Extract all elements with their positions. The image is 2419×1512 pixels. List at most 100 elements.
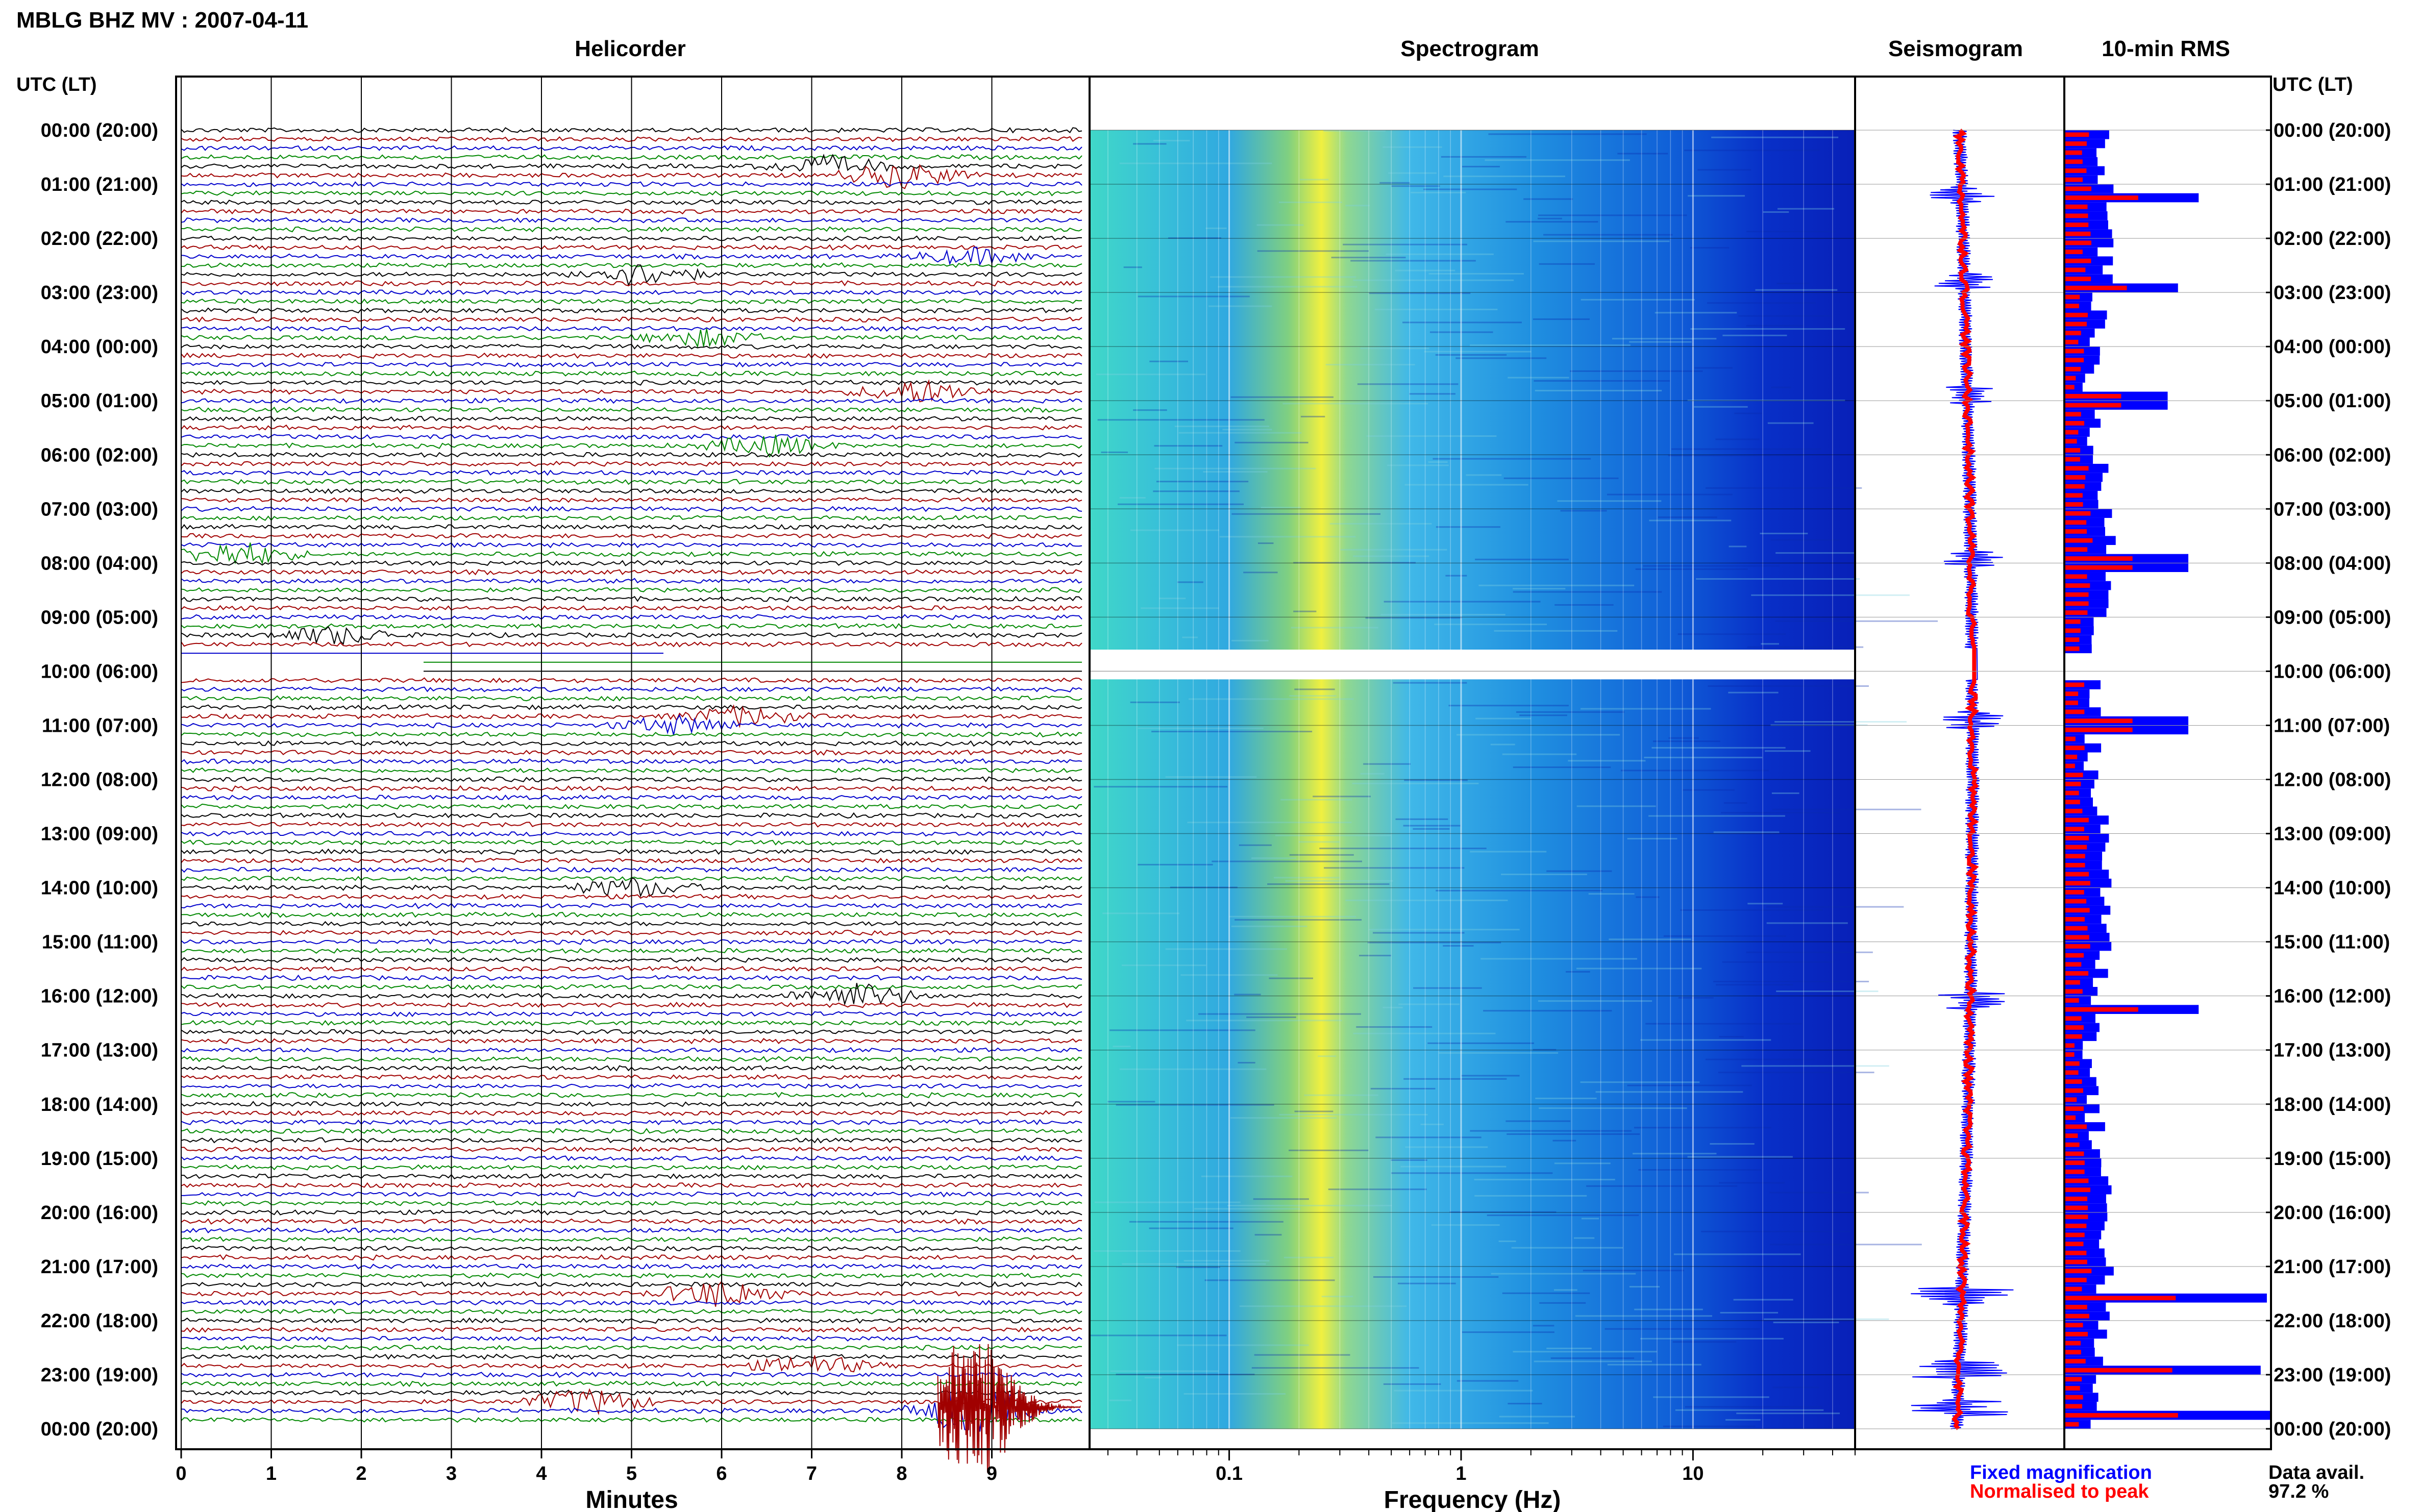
time-label-right: 23:00 (19:00): [2274, 1365, 2391, 1386]
rms-bar-normalised: [2064, 1034, 2082, 1039]
rms-bar-normalised: [2064, 1304, 2087, 1309]
right-time-heading: UTC (LT): [2273, 74, 2353, 95]
spectrogram-texture: [1655, 312, 1737, 314]
spectrogram-texture: [1627, 1084, 1752, 1086]
spectrogram-texture: [1505, 1120, 1571, 1122]
rms-bar-normalised: [2064, 1097, 2077, 1102]
rms-bar-normalised: [2064, 385, 2075, 390]
rms-bar-normalised: [2064, 1169, 2085, 1174]
spectrogram-texture: [1443, 945, 1474, 947]
spectrogram-texture: [1363, 763, 1411, 765]
rms-bar-normalised: [2064, 1413, 2178, 1418]
spectrogram-texture: [1470, 1130, 1632, 1132]
spectrogram-texture: [1570, 370, 1703, 372]
spectrogram-texture: [1539, 1107, 1687, 1109]
spectrogram-texture: [1747, 903, 1783, 905]
spectrogram-texture: [1566, 971, 1590, 973]
rms-bar-normalised: [2064, 926, 2088, 931]
spectrogram-texture: [1708, 685, 1869, 687]
spectrogram-texture: [1353, 555, 1429, 557]
spectrogram-texture: [1554, 604, 1614, 606]
spectrogram-texture: [1455, 357, 1547, 359]
rms-bar-normalised: [2064, 1142, 2080, 1147]
spectrogram-texture: [1723, 802, 1747, 804]
spectrogram-texture: [1328, 1188, 1427, 1191]
spectrogram-texture: [1701, 1230, 1850, 1232]
spectrogram-texture: [1154, 467, 1316, 469]
spectrogram-texture: [1119, 162, 1272, 164]
spectrogram-texture: [1663, 935, 1786, 937]
time-label-left: 16:00 (12:00): [41, 986, 158, 1007]
spectrogram-texture: [1741, 1065, 1889, 1067]
spectrogram-texture: [1159, 598, 1186, 600]
spectrogram-texture: [1370, 1087, 1436, 1089]
helicorder-x-tick-label: 8: [896, 1463, 907, 1484]
spectrogram-texture: [1156, 481, 1249, 483]
spectrogram-texture: [1550, 1357, 1635, 1359]
time-label-left: 08:00 (04:00): [41, 553, 158, 574]
spectrogram-texture: [1746, 231, 1836, 233]
spectrogram-texture: [1239, 844, 1272, 846]
spectrogram-texture: [1533, 1049, 1557, 1051]
spectrogram-texture: [1257, 542, 1274, 544]
spectrogram-texture: [1511, 1247, 1623, 1249]
rms-bar-normalised: [2064, 277, 2091, 282]
rms-bar-normalised: [2064, 168, 2087, 173]
rms-bar-normalised: [2064, 1286, 2082, 1292]
spectrogram-texture: [1494, 630, 1618, 632]
spectrogram-texture: [1198, 1013, 1361, 1015]
spectrogram-texture: [1583, 1270, 1685, 1272]
spectrogram-texture: [1475, 717, 1532, 720]
spectrogram-texture: [1194, 1208, 1301, 1210]
legend-normalised-to-peak: Normalised to peak: [1970, 1481, 2149, 1502]
spectrogram-texture: [1734, 412, 1762, 414]
spectrogram-texture: [1107, 1101, 1155, 1103]
spectrogram-texture: [1546, 1347, 1592, 1349]
spectrogram-texture: [1539, 1302, 1586, 1304]
spectrogram-texture: [1383, 1383, 1441, 1385]
spectrogram-texture: [1251, 1367, 1419, 1369]
spectrogram-texture: [1428, 272, 1524, 275]
spectrogram-texture: [1122, 1263, 1266, 1265]
rms-bar-normalised: [2064, 953, 2084, 958]
spectrogram-texture: [1212, 860, 1362, 862]
rms-bar-normalised: [2064, 222, 2089, 227]
left-time-heading: UTC (LT): [16, 74, 97, 95]
data-availability-label: Data avail.: [2268, 1462, 2364, 1483]
spectrogram-texture: [1278, 201, 1342, 203]
spectrogram-texture: [1690, 247, 1730, 249]
spectrogram-texture: [1721, 812, 1841, 814]
rms-bar-normalised: [2064, 321, 2087, 327]
rms-bar-normalised: [2064, 1341, 2081, 1346]
rms-bar-normalised: [2064, 1214, 2088, 1220]
spectrogram-texture: [1668, 737, 1699, 739]
spectrogram-texture: [1261, 507, 1301, 509]
spectrogram-texture: [1183, 1260, 1270, 1262]
rms-bar-normalised: [2064, 195, 2138, 200]
spectrogram-texture: [1395, 818, 1448, 820]
spectrogram-texture: [1711, 136, 1839, 138]
spectrogram-gap: [1090, 650, 1855, 680]
time-axis-labels: 00:00 (20:00) 00:00 (20:00) 01:00 (21:00) 0…: [41, 120, 2391, 1440]
time-label-right: 21:00 (17:00): [2274, 1256, 2391, 1278]
rms-bar-normalised: [2064, 827, 2084, 832]
spectrogram-texture: [1325, 364, 1415, 366]
spectrogram-texture: [1560, 510, 1607, 512]
rms-bar-normalised: [2064, 294, 2080, 300]
spectrogram-texture: [1373, 1276, 1499, 1278]
spectrogram-texture: [1777, 208, 1835, 210]
spectrogram-texture: [1738, 315, 1832, 317]
spectrogram-texture: [1231, 639, 1269, 641]
spectrogram-texture: [1218, 286, 1357, 288]
rms-bar-normalised: [2064, 304, 2079, 309]
spectrogram-texture: [1643, 565, 1780, 567]
spectrogram-texture: [1090, 1334, 1227, 1336]
rms-bar-normalised: [2064, 1359, 2086, 1364]
spectrogram-texture: [1274, 877, 1340, 879]
time-label-left: 12:00 (08:00): [41, 770, 158, 791]
helicorder-x-tick-label: 3: [446, 1463, 457, 1484]
spectrogram-texture: [1254, 1354, 1350, 1356]
spectrogram-texture: [1648, 815, 1785, 817]
spectrogram-texture: [1751, 594, 1910, 596]
rms-bar-normalised: [2064, 746, 2085, 751]
